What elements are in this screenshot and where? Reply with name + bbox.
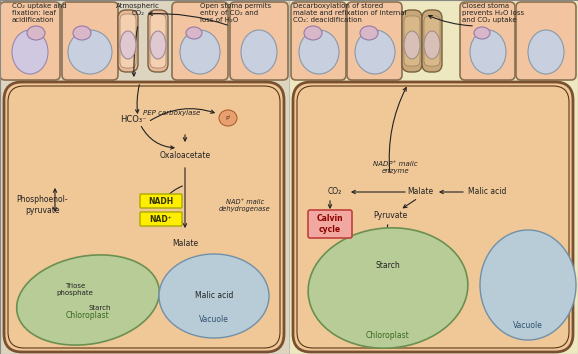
FancyBboxPatch shape	[424, 16, 440, 66]
FancyBboxPatch shape	[297, 86, 569, 348]
Text: Malate: Malate	[172, 239, 198, 247]
Ellipse shape	[355, 30, 395, 74]
Text: NAD⁺ malic
dehydrogenase: NAD⁺ malic dehydrogenase	[219, 199, 271, 211]
Ellipse shape	[480, 230, 576, 340]
Text: CO₂: CO₂	[328, 188, 342, 196]
Text: Phosphoenol-
pyruvate: Phosphoenol- pyruvate	[16, 195, 68, 215]
Ellipse shape	[73, 26, 91, 40]
Ellipse shape	[299, 30, 339, 74]
Ellipse shape	[68, 30, 112, 74]
FancyBboxPatch shape	[460, 2, 515, 80]
Text: Vacuole: Vacuole	[199, 315, 229, 325]
FancyBboxPatch shape	[293, 82, 573, 352]
Text: Starch: Starch	[89, 305, 111, 311]
Ellipse shape	[360, 26, 378, 40]
Ellipse shape	[528, 30, 564, 74]
Text: PEP carboxylase: PEP carboxylase	[143, 110, 201, 116]
Ellipse shape	[308, 228, 468, 348]
FancyBboxPatch shape	[347, 2, 402, 80]
Bar	[0, 0, 289, 354]
Text: HCO₃⁻: HCO₃⁻	[120, 115, 146, 125]
Text: NADP⁺ malic
enzyme: NADP⁺ malic enzyme	[373, 161, 417, 175]
FancyBboxPatch shape	[62, 2, 118, 80]
FancyBboxPatch shape	[4, 82, 284, 352]
FancyBboxPatch shape	[8, 86, 280, 348]
Text: Calvin
cycle: Calvin cycle	[317, 214, 343, 234]
Ellipse shape	[159, 254, 269, 338]
Text: NAD⁺: NAD⁺	[150, 215, 172, 223]
Text: Closed stoma
prevents H₂O loss
and CO₂ uptake: Closed stoma prevents H₂O loss and CO₂ u…	[462, 3, 524, 23]
Ellipse shape	[474, 27, 490, 39]
Ellipse shape	[12, 30, 48, 74]
Text: Chloroplast: Chloroplast	[66, 312, 110, 320]
Ellipse shape	[304, 26, 322, 40]
Text: Malic acid: Malic acid	[195, 291, 233, 299]
FancyBboxPatch shape	[140, 194, 182, 208]
Ellipse shape	[180, 30, 220, 74]
Text: Triose
phosphate: Triose phosphate	[57, 284, 94, 297]
FancyBboxPatch shape	[516, 2, 576, 80]
Text: Chloroplast: Chloroplast	[366, 331, 410, 339]
FancyBboxPatch shape	[402, 10, 422, 72]
Text: Pyruvate: Pyruvate	[373, 211, 407, 219]
Text: Vacuole: Vacuole	[513, 320, 543, 330]
FancyBboxPatch shape	[148, 10, 168, 72]
Ellipse shape	[219, 110, 237, 126]
Text: NADH: NADH	[149, 196, 173, 206]
Text: Decarboxylation of stored
malate and refixation of internal
CO₂: deacidification: Decarboxylation of stored malate and ref…	[293, 3, 406, 23]
FancyBboxPatch shape	[308, 210, 352, 238]
FancyBboxPatch shape	[118, 10, 138, 72]
Ellipse shape	[424, 31, 440, 59]
Ellipse shape	[404, 31, 420, 59]
Ellipse shape	[27, 26, 45, 40]
Text: Atmospheric
CO₂: Atmospheric CO₂	[116, 3, 160, 16]
FancyBboxPatch shape	[172, 2, 228, 80]
Text: Open stoma permits
entry of CO₂ and
loss of H₂O: Open stoma permits entry of CO₂ and loss…	[200, 3, 271, 23]
Text: CO₂ uptake and
fixation: leaf
acidification: CO₂ uptake and fixation: leaf acidificat…	[12, 3, 66, 23]
FancyBboxPatch shape	[404, 16, 420, 66]
Ellipse shape	[186, 27, 202, 39]
Ellipse shape	[120, 31, 136, 59]
FancyBboxPatch shape	[0, 2, 60, 80]
Text: Malate: Malate	[407, 188, 433, 196]
Text: Pᴵ: Pᴵ	[225, 115, 231, 120]
Text: Starch: Starch	[376, 261, 401, 269]
FancyBboxPatch shape	[150, 14, 166, 68]
Bar	[289, 0, 578, 354]
Text: Malic acid: Malic acid	[468, 188, 506, 196]
FancyBboxPatch shape	[140, 212, 182, 226]
FancyBboxPatch shape	[120, 14, 136, 68]
Ellipse shape	[150, 31, 166, 59]
FancyBboxPatch shape	[422, 10, 442, 72]
Text: Oxaloacetate: Oxaloacetate	[160, 150, 210, 160]
Ellipse shape	[17, 255, 160, 345]
Ellipse shape	[241, 30, 277, 74]
FancyBboxPatch shape	[291, 2, 346, 80]
FancyBboxPatch shape	[230, 2, 288, 80]
Ellipse shape	[470, 30, 506, 74]
